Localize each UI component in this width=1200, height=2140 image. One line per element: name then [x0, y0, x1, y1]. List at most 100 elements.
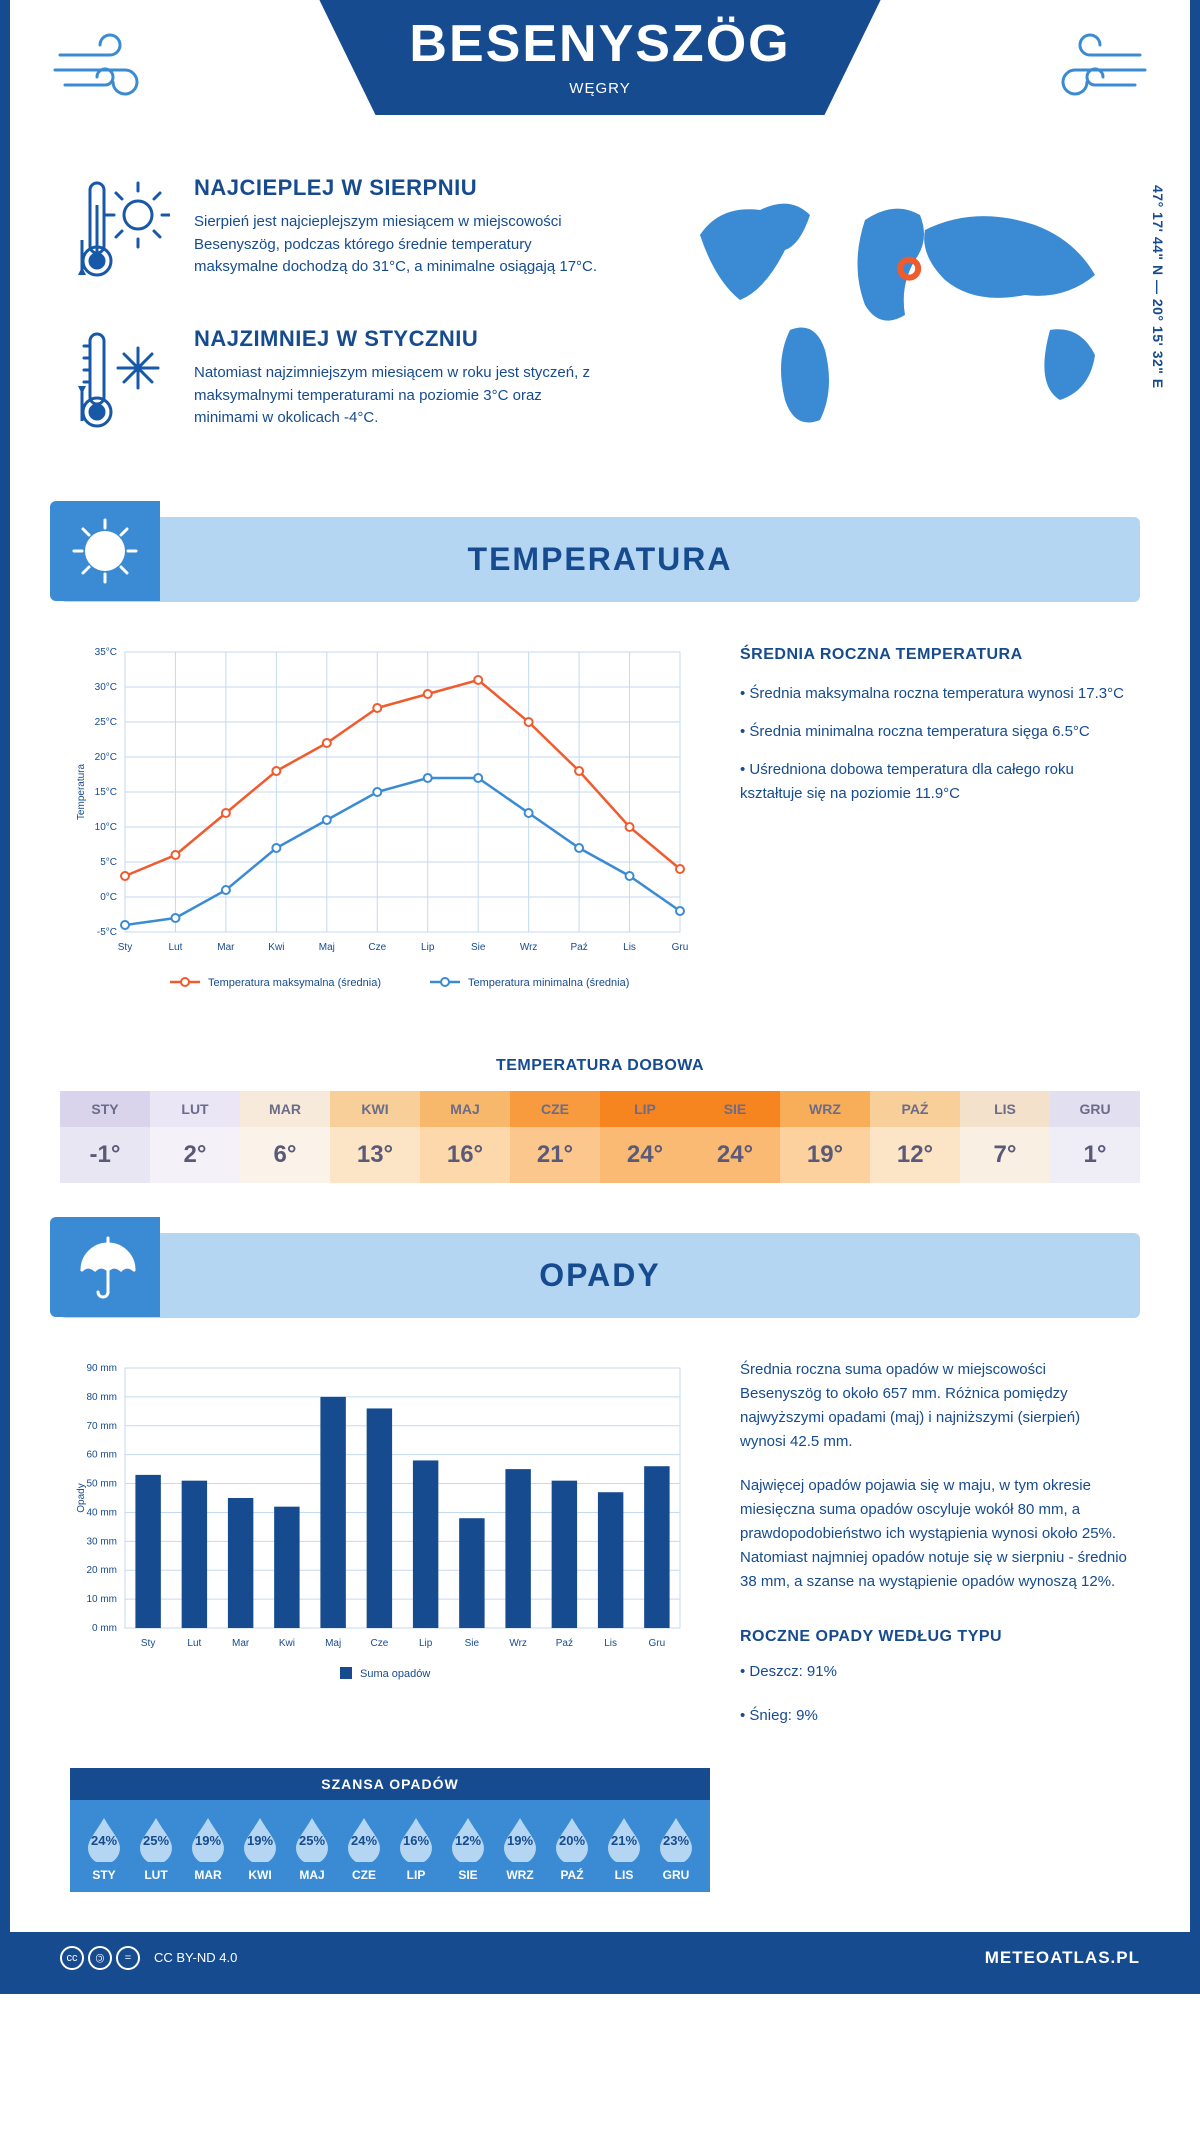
chance-cell: 24%STY	[78, 1814, 130, 1882]
precipitation-chance-box: SZANSA OPADÓW 24%STY25%LUT19%MAR19%KWI25…	[70, 1768, 710, 1892]
chance-cell: 23%GRU	[650, 1814, 702, 1882]
svg-text:Sty: Sty	[118, 942, 132, 953]
brand-text: METEOATLAS.PL	[985, 1948, 1140, 1968]
header: BESENYSZÖG WĘGRY	[10, 0, 1190, 145]
daily-temp-cell: CZE21°	[510, 1091, 600, 1183]
chance-cell: 21%LIS	[598, 1814, 650, 1882]
svg-text:70 mm: 70 mm	[86, 1421, 117, 1432]
svg-text:50 mm: 50 mm	[86, 1479, 117, 1490]
fact-cold-title: NAJZIMNIEJ W STYCZNIU	[194, 326, 610, 352]
daily-temp-cell: MAJ16°	[420, 1091, 510, 1183]
svg-text:20 mm: 20 mm	[86, 1565, 117, 1576]
svg-text:Kwi: Kwi	[268, 942, 284, 953]
svg-text:Kwi: Kwi	[279, 1638, 295, 1649]
intro-section: NAJCIEPLEJ W SIERPNIU Sierpień jest najc…	[10, 145, 1190, 517]
wind-icon	[50, 30, 170, 115]
precip-para: Najwięcej opadów pojawia się w maju, w t…	[740, 1474, 1130, 1594]
temp-summary-heading: ŚREDNIA ROCZNA TEMPERATURA	[740, 642, 1130, 668]
svg-text:60 mm: 60 mm	[86, 1450, 117, 1461]
temperature-line-chart: -5°C0°C5°C10°C15°C20°C25°C30°C35°CStyLut…	[70, 642, 690, 1007]
svg-text:Lip: Lip	[421, 942, 435, 953]
daily-temp-heading: TEMPERATURA DOBOWA	[10, 1057, 1190, 1075]
fact-cold: NAJZIMNIEJ W STYCZNIU Natomiast najzimni…	[70, 326, 610, 441]
thermometer-snow-icon	[70, 326, 170, 441]
fact-cold-body: Natomiast najzimniejszym miesiącem w rok…	[194, 362, 610, 430]
svg-text:Temperatura maksymalna (średni: Temperatura maksymalna (średnia)	[208, 977, 381, 989]
fact-hot-title: NAJCIEPLEJ W SIERPNIU	[194, 175, 610, 201]
temp-bullet: • Średnia maksymalna roczna temperatura …	[740, 682, 1130, 706]
svg-text:Wrz: Wrz	[520, 942, 538, 953]
svg-text:30°C: 30°C	[95, 682, 117, 693]
chance-cell: 25%MAJ	[286, 1814, 338, 1882]
chance-strip: 24%STY25%LUT19%MAR19%KWI25%MAJ24%CZE16%L…	[70, 1800, 710, 1892]
fact-hot: NAJCIEPLEJ W SIERPNIU Sierpień jest najc…	[70, 175, 610, 290]
wind-icon	[1030, 30, 1150, 115]
svg-text:Cze: Cze	[370, 1638, 388, 1649]
coordinates: 47° 17' 44" N — 20° 15' 32" E	[1150, 185, 1166, 389]
svg-text:80 mm: 80 mm	[86, 1392, 117, 1403]
svg-text:Temperatura: Temperatura	[76, 763, 87, 820]
chance-cell: 12%SIE	[442, 1814, 494, 1882]
svg-text:Gru: Gru	[649, 1638, 666, 1649]
chance-cell: 24%CZE	[338, 1814, 390, 1882]
svg-text:Maj: Maj	[319, 942, 335, 953]
svg-text:0 mm: 0 mm	[92, 1623, 117, 1634]
svg-text:Mar: Mar	[217, 942, 235, 953]
daily-temp-cell: LIP24°	[600, 1091, 690, 1183]
svg-text:Sie: Sie	[465, 1638, 480, 1649]
section-header-temperature: TEMPERATURA	[60, 517, 1140, 602]
daily-temp-cell: MAR6°	[240, 1091, 330, 1183]
svg-text:0°C: 0°C	[100, 892, 117, 903]
daily-temp-cell: KWI13°	[330, 1091, 420, 1183]
daily-temp-cell: SIE24°	[690, 1091, 780, 1183]
chance-cell: 19%MAR	[182, 1814, 234, 1882]
svg-text:25°C: 25°C	[95, 717, 117, 728]
svg-text:Maj: Maj	[325, 1638, 341, 1649]
chance-cell: 20%PAŹ	[546, 1814, 598, 1882]
chance-cell: 19%WRZ	[494, 1814, 546, 1882]
svg-text:Opady: Opady	[76, 1483, 87, 1512]
chance-cell: 25%LUT	[130, 1814, 182, 1882]
sun-icon	[50, 501, 160, 601]
svg-text:Paź: Paź	[570, 942, 587, 953]
page-title: BESENYSZÖG	[409, 14, 790, 74]
daily-temp-cell: STY-1°	[60, 1091, 150, 1183]
svg-text:Temperatura minimalna (średnia: Temperatura minimalna (średnia)	[468, 977, 629, 989]
svg-text:10 mm: 10 mm	[86, 1594, 117, 1605]
daily-temp-cell: PAŹ12°	[870, 1091, 960, 1183]
daily-temp-cell: GRU1°	[1050, 1091, 1140, 1183]
svg-text:Paź: Paź	[556, 1638, 573, 1649]
precip-para: Średnia roczna suma opadów w miejscowośc…	[740, 1358, 1130, 1454]
svg-text:15°C: 15°C	[95, 787, 117, 798]
chance-heading: SZANSA OPADÓW	[70, 1768, 710, 1800]
precip-bullet: • Deszcz: 91%	[740, 1660, 1130, 1684]
cc-license-icon: cc🄯=	[60, 1946, 140, 1970]
svg-text:Wrz: Wrz	[509, 1638, 527, 1649]
daily-temp-cell: LUT2°	[150, 1091, 240, 1183]
world-map: 47° 17' 44" N — 20° 15' 32" E	[650, 175, 1130, 477]
temp-bullet: • Uśredniona dobowa temperatura dla całe…	[740, 758, 1130, 806]
section-header-precipitation: OPADY	[60, 1233, 1140, 1318]
svg-text:Lut: Lut	[187, 1638, 201, 1649]
footer: cc🄯= CC BY-ND 4.0 METEOATLAS.PL	[10, 1932, 1190, 1984]
svg-text:Gru: Gru	[672, 942, 689, 953]
svg-text:Lut: Lut	[169, 942, 183, 953]
temp-bullet: • Średnia minimalna roczna temperatura s…	[740, 720, 1130, 744]
precip-type-heading: ROCZNE OPADY WEDŁUG TYPU	[740, 1624, 1130, 1650]
license-text: CC BY-ND 4.0	[154, 1950, 237, 1965]
precip-bullet: • Śnieg: 9%	[740, 1704, 1130, 1728]
fact-hot-body: Sierpień jest najcieplejszym miesiącem w…	[194, 211, 610, 279]
thermometer-sun-icon	[70, 175, 170, 290]
svg-text:-5°C: -5°C	[97, 927, 117, 938]
section-title: TEMPERATURA	[60, 541, 1140, 578]
umbrella-icon	[50, 1217, 160, 1317]
svg-text:20°C: 20°C	[95, 752, 117, 763]
precipitation-bar-chart: 0 mm10 mm20 mm30 mm40 mm50 mm60 mm70 mm8…	[70, 1358, 690, 1748]
daily-temp-cell: WRZ19°	[780, 1091, 870, 1183]
temperature-summary: ŚREDNIA ROCZNA TEMPERATURA • Średnia mak…	[740, 642, 1130, 1007]
svg-text:Lip: Lip	[419, 1638, 433, 1649]
daily-temp-strip: STY-1°LUT2°MAR6°KWI13°MAJ16°CZE21°LIP24°…	[60, 1091, 1140, 1183]
svg-text:Lis: Lis	[604, 1638, 617, 1649]
title-banner: BESENYSZÖG WĘGRY	[319, 0, 880, 115]
svg-text:Lis: Lis	[623, 942, 636, 953]
